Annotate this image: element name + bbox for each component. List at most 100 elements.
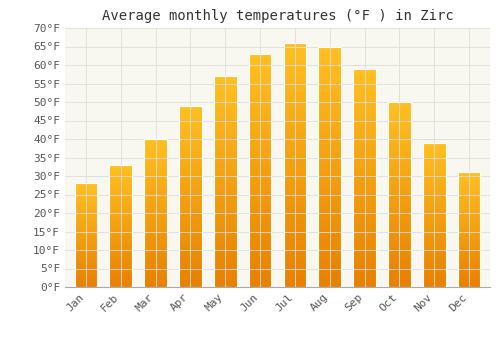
Bar	[249, 138, 272, 140]
Bar	[74, 228, 97, 229]
Bar	[179, 118, 202, 120]
Bar	[423, 262, 446, 264]
Bar	[284, 170, 306, 172]
Bar	[214, 253, 236, 256]
Bar	[423, 182, 446, 183]
Bar	[144, 183, 167, 185]
Bar	[74, 262, 97, 263]
Bar	[144, 145, 167, 146]
Bar	[179, 271, 202, 273]
Bar	[214, 97, 236, 99]
Bar	[388, 132, 410, 133]
Bar	[284, 48, 306, 50]
Bar	[179, 273, 202, 274]
Bar	[214, 133, 236, 135]
Bar	[458, 210, 480, 211]
Bar	[110, 210, 132, 211]
Bar	[214, 285, 236, 287]
Bar	[110, 240, 132, 242]
Bar	[354, 156, 376, 158]
Bar	[179, 131, 202, 133]
Bar	[284, 106, 306, 109]
Bar	[388, 156, 410, 158]
Bar	[284, 153, 306, 155]
Bar	[423, 284, 446, 286]
Bar	[144, 244, 167, 246]
Bar	[249, 133, 272, 135]
Bar	[110, 217, 132, 219]
Bar	[284, 285, 306, 287]
Bar	[179, 124, 202, 126]
Bar	[144, 164, 167, 166]
Bar	[284, 87, 306, 89]
Bar	[74, 217, 97, 218]
Bar	[423, 261, 446, 262]
Bar	[144, 204, 167, 205]
Bar	[388, 139, 410, 141]
Bar	[354, 121, 376, 123]
Bar	[284, 126, 306, 128]
Bar	[458, 214, 480, 215]
Bar	[110, 270, 132, 271]
Bar	[388, 145, 410, 146]
Bar	[74, 223, 97, 224]
Bar	[110, 178, 132, 180]
Bar	[214, 222, 236, 224]
Bar	[423, 274, 446, 275]
Bar	[388, 115, 410, 117]
Bar	[354, 79, 376, 82]
Bar	[388, 265, 410, 267]
Bar	[458, 175, 480, 176]
Bar	[423, 150, 446, 151]
Bar	[318, 88, 341, 90]
Bar	[179, 202, 202, 204]
Bar	[423, 203, 446, 205]
Bar	[318, 104, 341, 107]
Bar	[423, 209, 446, 210]
Bar	[74, 210, 97, 211]
Bar	[74, 218, 97, 219]
Bar	[110, 215, 132, 216]
Bar	[458, 234, 480, 236]
Bar	[110, 180, 132, 181]
Bar	[249, 170, 272, 173]
Bar	[388, 137, 410, 139]
Bar	[110, 254, 132, 255]
Bar	[214, 266, 236, 268]
Bar	[179, 220, 202, 222]
Bar	[388, 128, 410, 130]
Bar	[144, 151, 167, 152]
Bar	[388, 244, 410, 246]
Bar	[423, 192, 446, 193]
Bar	[354, 283, 376, 285]
Bar	[284, 165, 306, 167]
Bar	[423, 180, 446, 182]
Bar	[179, 111, 202, 113]
Bar	[110, 234, 132, 236]
Bar	[458, 178, 480, 179]
Bar	[110, 187, 132, 188]
Bar	[110, 183, 132, 184]
Bar	[74, 211, 97, 212]
Bar	[284, 255, 306, 258]
Bar	[458, 215, 480, 216]
Bar	[214, 173, 236, 175]
Bar	[110, 220, 132, 221]
Bar	[179, 196, 202, 198]
Bar	[354, 234, 376, 237]
Bar	[284, 70, 306, 72]
Bar	[354, 261, 376, 263]
Bar	[249, 103, 272, 105]
Bar	[458, 251, 480, 253]
Bar	[214, 228, 236, 230]
Bar	[214, 110, 236, 112]
Bar	[214, 194, 236, 196]
Bar	[284, 133, 306, 135]
Bar	[74, 275, 97, 276]
Bar	[354, 178, 376, 180]
Bar	[249, 156, 272, 159]
Bar	[318, 203, 341, 205]
Bar	[423, 143, 446, 287]
Bar	[74, 206, 97, 207]
Bar	[354, 108, 376, 110]
